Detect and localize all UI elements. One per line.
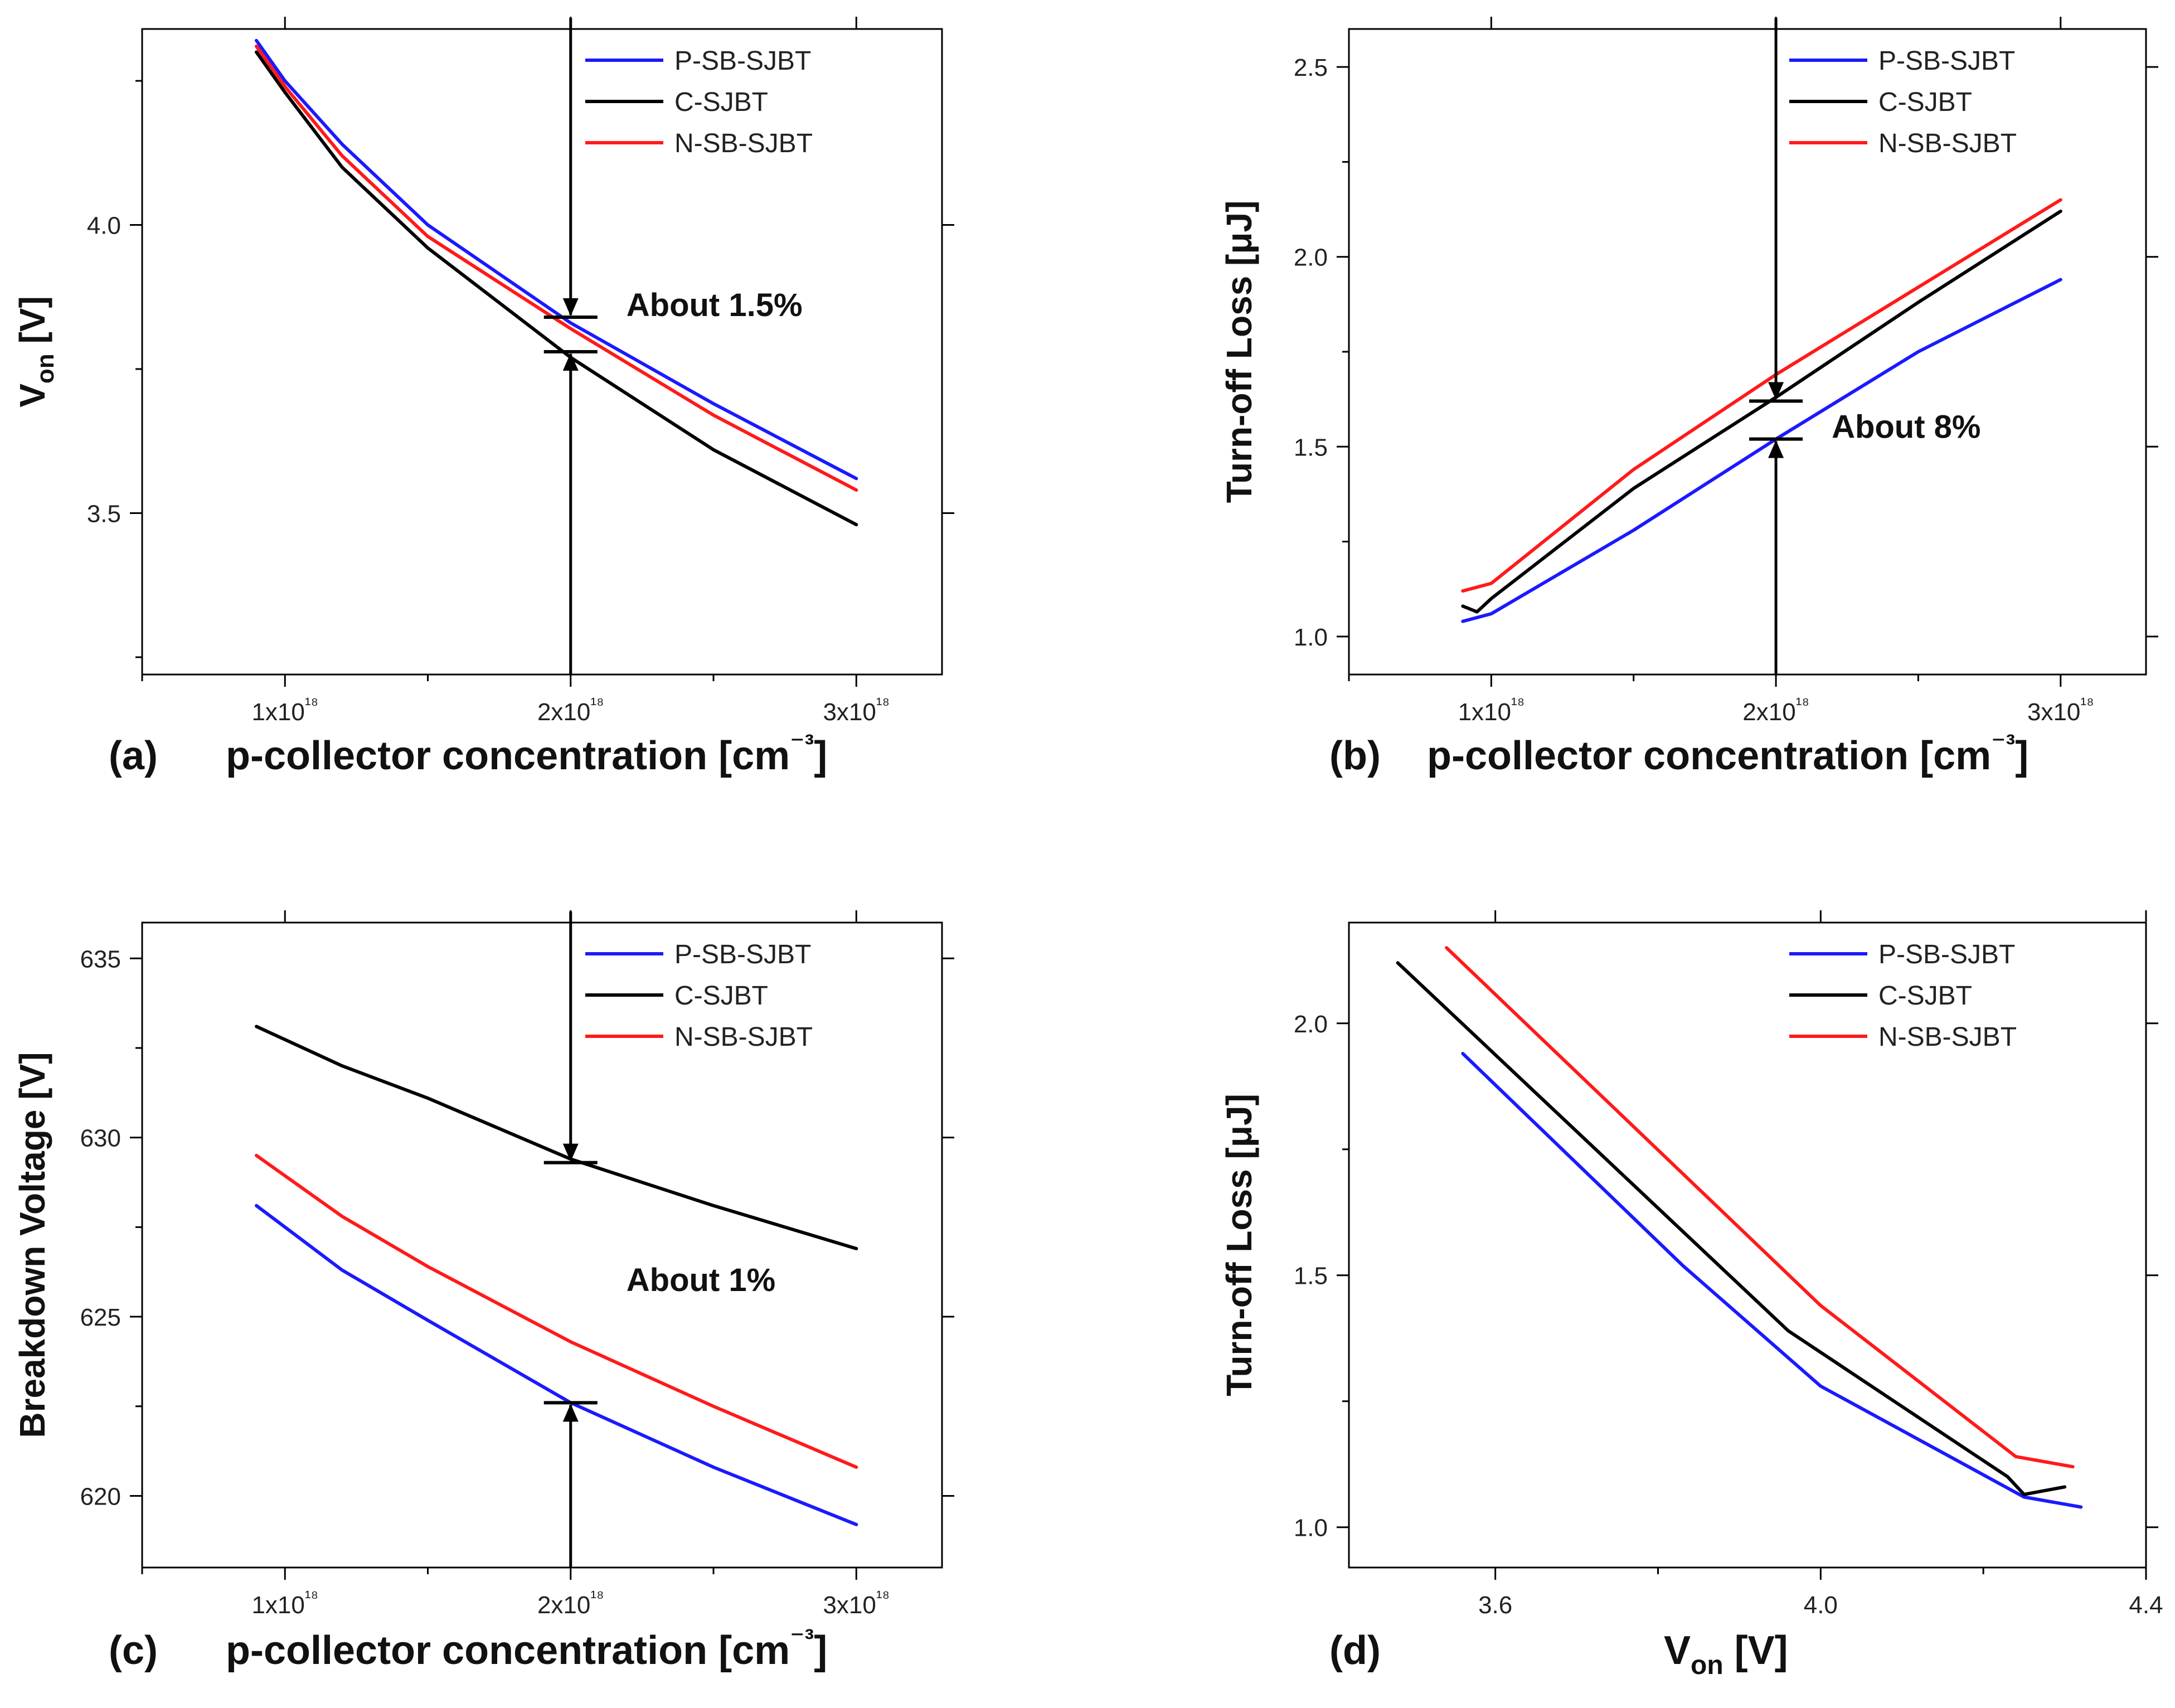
y-axis-label: Von [V] bbox=[12, 296, 59, 407]
legend-label: N-SB-SJBT bbox=[674, 1022, 813, 1052]
annotation-arrowhead-down bbox=[562, 298, 579, 316]
annotation-arrowhead-up bbox=[562, 1404, 579, 1422]
y-tick-label: 625 bbox=[80, 1304, 121, 1331]
y-tick-label: 630 bbox=[80, 1125, 121, 1152]
legend-label: P-SB-SJBT bbox=[674, 940, 811, 969]
y-axis-label: Turn-off Loss [μJ] bbox=[1219, 1094, 1259, 1396]
y-tick-label: 635 bbox=[80, 945, 121, 973]
panel-label: (b) bbox=[1329, 734, 1381, 778]
legend-label: P-SB-SJBT bbox=[674, 46, 811, 76]
legend-label: N-SB-SJBT bbox=[1878, 1022, 2017, 1052]
x-tick-label: 1x10¹⁸ bbox=[251, 694, 318, 726]
x-axis-label: Von [V] bbox=[1664, 1628, 1788, 1680]
x-tick-label: 2x10¹⁸ bbox=[537, 694, 604, 726]
series-line-n-sb-sjbt bbox=[1445, 946, 2075, 1469]
annotation-label: About 8% bbox=[1832, 409, 1980, 445]
y-axis-label: Turn-off Loss [μJ] bbox=[1219, 201, 1259, 503]
annotation-label: About 1% bbox=[627, 1262, 775, 1298]
x-axis-label: p-collector concentration [cm⁻³] bbox=[226, 1623, 827, 1673]
y-tick-label: 1.0 bbox=[1294, 1515, 1328, 1542]
legend-label: C-SJBT bbox=[674, 88, 768, 117]
series-line-p-sb-sjbt bbox=[1461, 278, 2062, 623]
series-line-p-sb-sjbt bbox=[1461, 1052, 2083, 1509]
panel-label: (d) bbox=[1329, 1628, 1381, 1673]
annotation-arrowhead-up bbox=[562, 353, 579, 371]
plot-frame bbox=[141, 921, 943, 1569]
x-axis-label: p-collector concentration [cm⁻³] bbox=[226, 729, 827, 778]
series-line-n-sb-sjbt bbox=[1461, 198, 2062, 593]
x-axis-label: p-collector concentration [cm⁻³] bbox=[1427, 729, 2028, 778]
legend-label: C-SJBT bbox=[674, 981, 768, 1011]
x-tick-label: 3.6 bbox=[1478, 1591, 1512, 1619]
panel-c: 1x10¹⁸ 2x10¹⁸ 3x10¹⁸ 620 625 630 635 About 1% P-… bbox=[12, 910, 954, 1673]
series-line-p-sb-sjbt bbox=[255, 38, 858, 481]
x-tick-label: 4.0 bbox=[1804, 1591, 1838, 1619]
annotation-arrowhead-down bbox=[562, 1143, 579, 1162]
y-tick-label: 3.5 bbox=[87, 501, 121, 528]
annotation-label: About 1.5% bbox=[627, 287, 803, 323]
annotation-arrowhead-up bbox=[1768, 440, 1784, 458]
x-tick-label: 4.4 bbox=[2129, 1591, 2163, 1619]
series-line-n-sb-sjbt bbox=[255, 1153, 858, 1469]
y-tick-label: 2.5 bbox=[1294, 54, 1328, 81]
legend-label: C-SJBT bbox=[1878, 88, 1972, 117]
x-tick-label: 3x10¹⁸ bbox=[823, 694, 890, 726]
y-tick-label: 620 bbox=[80, 1483, 121, 1510]
panel-d: 3.6 4.0 4.4 1.0 1.5 2.0 P-SB-SJBT C-SJBT N-SB-SJ… bbox=[1219, 910, 2163, 1680]
x-tick-label: 3x10¹⁸ bbox=[823, 1587, 890, 1619]
y-tick-label: 1.5 bbox=[1294, 1263, 1328, 1290]
series-line-c-sjbt bbox=[255, 1025, 858, 1250]
series-line-c-sjbt bbox=[255, 50, 858, 527]
x-tick-label: 2x10¹⁸ bbox=[1742, 694, 1809, 726]
panel-label: (a) bbox=[109, 734, 158, 778]
legend-label: C-SJBT bbox=[1878, 981, 1972, 1011]
legend-label: P-SB-SJBT bbox=[1878, 940, 2015, 969]
legend-label: N-SB-SJBT bbox=[1878, 129, 2017, 158]
plot-frame bbox=[1348, 921, 2147, 1569]
series-line-c-sjbt bbox=[1461, 210, 2062, 614]
x-tick-label: 1x10¹⁸ bbox=[1458, 694, 1525, 726]
y-tick-label: 2.0 bbox=[1294, 1011, 1328, 1038]
panel-label: (c) bbox=[109, 1628, 158, 1673]
series-line-n-sb-sjbt bbox=[255, 45, 858, 492]
panel-b: 1x10¹⁸ 2x10¹⁸ 3x10¹⁸ 1.0 1.5 2.0 2.5 About 8% P-… bbox=[1219, 17, 2158, 778]
x-tick-label: 3x10¹⁸ bbox=[2027, 694, 2094, 726]
y-tick-label: 1.5 bbox=[1294, 434, 1328, 461]
x-tick-label: 2x10¹⁸ bbox=[537, 1587, 604, 1619]
plot-frame bbox=[141, 28, 943, 676]
legend-label: N-SB-SJBT bbox=[674, 129, 813, 158]
panel-a: 1x10¹⁸ 2x10¹⁸ 3x10¹⁸ 3.5 4.0 About 1.5% P-SB-S… bbox=[12, 17, 954, 778]
y-tick-label: 2.0 bbox=[1294, 244, 1328, 271]
x-tick-label: 1x10¹⁸ bbox=[251, 1587, 318, 1619]
y-tick-label: 4.0 bbox=[87, 212, 121, 240]
y-tick-label: 1.0 bbox=[1294, 624, 1328, 651]
series-line-p-sb-sjbt bbox=[255, 1204, 858, 1526]
series-line-c-sjbt bbox=[1396, 961, 2067, 1496]
y-axis-label: Breakdown Voltage [V] bbox=[12, 1052, 52, 1438]
legend-label: P-SB-SJBT bbox=[1878, 46, 2015, 76]
annotation-arrowhead-down bbox=[1768, 382, 1784, 400]
